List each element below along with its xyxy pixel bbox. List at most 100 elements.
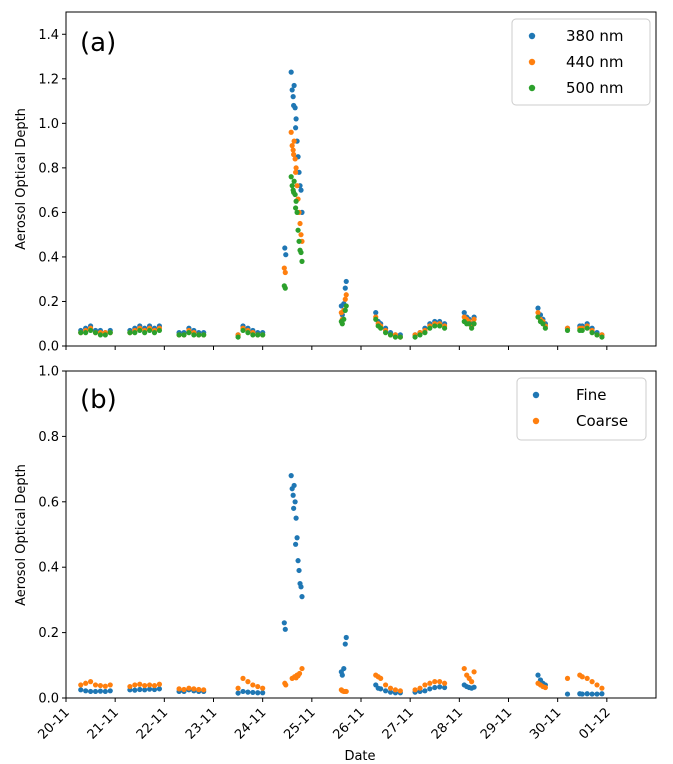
point-a-s1-38 bbox=[298, 232, 304, 238]
panel-b: 0.00.20.40.60.81.0 20-11 21-11 22-11 23-11 2… bbox=[14, 365, 657, 764]
point-a-s2-45 bbox=[343, 303, 349, 309]
point-a-s2-59 bbox=[437, 323, 443, 329]
point-a-s2-63 bbox=[466, 321, 472, 327]
point-b-s1-38 bbox=[343, 688, 349, 695]
point-b-s1-69 bbox=[599, 685, 605, 691]
point-a-s0-47 bbox=[373, 310, 379, 316]
point-b-s0-46 bbox=[339, 672, 345, 678]
point-b-s0-36 bbox=[296, 567, 302, 574]
point-a-s2-55 bbox=[417, 332, 423, 338]
point-a-s2-47 bbox=[373, 316, 379, 322]
point-a-s1-37 bbox=[297, 220, 303, 227]
point-a-s2-16 bbox=[186, 330, 192, 336]
point-a-s2-31 bbox=[291, 178, 297, 184]
point-a-s2-19 bbox=[201, 332, 207, 338]
point-b-s1-12 bbox=[151, 682, 158, 689]
point-a-s2-10 bbox=[142, 330, 148, 336]
point-b-s0-27 bbox=[282, 626, 288, 632]
legend-marker-380nm bbox=[528, 32, 536, 40]
point-b-s1-67 bbox=[589, 679, 595, 685]
y-tick-label-b-2: 0.4 bbox=[38, 561, 59, 576]
point-b-s1-13 bbox=[156, 681, 163, 687]
point-b-s1-47 bbox=[412, 687, 418, 693]
point-b-s0-32 bbox=[292, 499, 298, 505]
point-b-s1-43 bbox=[382, 682, 389, 688]
point-b-s0-23 bbox=[250, 689, 256, 696]
point-a-s1-40 bbox=[293, 169, 299, 175]
legend-label-coarse: Coarse bbox=[576, 412, 628, 430]
point-b-s1-10 bbox=[142, 682, 148, 689]
x-tick-label-5: 25-11 bbox=[281, 705, 318, 742]
point-a-s2-54 bbox=[412, 334, 418, 340]
y-axis-label-a: Aerosol Optical Depth bbox=[14, 108, 29, 250]
point-a-s1-44 bbox=[342, 296, 348, 302]
point-b-s1-32 bbox=[299, 665, 305, 672]
point-b-s0-39 bbox=[299, 594, 305, 600]
y-tick-label-b-1: 0.2 bbox=[38, 626, 59, 641]
point-b-s0-72 bbox=[579, 691, 585, 697]
point-b-s1-68 bbox=[594, 682, 600, 688]
panel-label-b: (b) bbox=[80, 385, 117, 415]
point-a-s2-40 bbox=[293, 205, 299, 211]
point-a-s0-28 bbox=[288, 69, 294, 75]
point-a-s2-69 bbox=[542, 325, 548, 331]
point-b-s1-6 bbox=[107, 682, 113, 688]
point-b-s0-1 bbox=[83, 688, 89, 694]
point-b-s0-26 bbox=[281, 620, 287, 626]
point-b-s0-38 bbox=[298, 584, 304, 590]
point-a-s2-41 bbox=[291, 189, 297, 195]
point-b-s1-63 bbox=[564, 675, 571, 681]
point-b-s0-11 bbox=[146, 686, 153, 692]
point-a-s2-5 bbox=[102, 332, 108, 338]
y-tick-label-a-2: 0.4 bbox=[38, 250, 59, 265]
point-b-s0-59 bbox=[437, 684, 443, 690]
point-a-s2-51 bbox=[387, 332, 394, 338]
points-a bbox=[78, 69, 605, 340]
x-tick-label-9: 29-11 bbox=[478, 705, 515, 742]
point-a-s2-18 bbox=[196, 332, 202, 338]
legend-label-fine: Fine bbox=[576, 386, 606, 404]
point-b-s0-44 bbox=[342, 641, 348, 647]
x-tick-label-2: 22-11 bbox=[134, 705, 171, 742]
point-a-s2-33 bbox=[293, 198, 299, 204]
point-b-s1-22 bbox=[245, 679, 251, 685]
panel-a: 0.0 0.2 0.4 0.6 0.8 1.0 1.2 1.4 (a) Aerosol Opt… bbox=[14, 11, 657, 355]
point-a-s2-6 bbox=[107, 330, 113, 336]
point-a-s2-35 bbox=[295, 227, 301, 233]
point-b-s1-46 bbox=[397, 688, 403, 694]
point-a-s0-61 bbox=[461, 310, 467, 316]
point-b-s0-41 bbox=[291, 505, 297, 511]
point-a-s0-40 bbox=[293, 125, 299, 131]
points-b bbox=[78, 473, 605, 697]
x-axis-label: Date bbox=[344, 749, 375, 764]
point-b-s0-22 bbox=[245, 689, 251, 695]
point-a-s2-49 bbox=[378, 325, 384, 331]
legend-b: Fine Coarse bbox=[516, 377, 647, 441]
legend-marker-440nm bbox=[528, 58, 536, 66]
y-tick-label-a-6: 1.2 bbox=[38, 72, 59, 87]
point-b-s1-19 bbox=[201, 687, 207, 693]
point-a-s1-33 bbox=[293, 165, 299, 171]
point-b-s1-1 bbox=[83, 680, 89, 686]
point-a-s1-30 bbox=[290, 147, 296, 153]
point-b-s0-20 bbox=[235, 690, 241, 696]
point-a-s2-38 bbox=[298, 249, 304, 256]
x-tick-label-6: 26-11 bbox=[331, 705, 368, 742]
point-a-s0-30 bbox=[290, 94, 296, 100]
point-b-s0-73 bbox=[584, 691, 590, 697]
point-b-s1-17 bbox=[191, 686, 197, 692]
point-b-s0-5 bbox=[102, 688, 108, 695]
point-a-s1-32 bbox=[292, 156, 298, 162]
point-b-s1-16 bbox=[186, 685, 192, 691]
point-b-s0-30 bbox=[290, 492, 296, 498]
y-ticks-b: 0.0 0.2 0.4 0.6 0.8 1.0 bbox=[38, 365, 66, 707]
point-b-s1-25 bbox=[260, 685, 266, 691]
y-tick-label-b-4: 0.8 bbox=[38, 430, 59, 445]
x-tick-label-3: 23-11 bbox=[183, 705, 220, 742]
point-b-s1-58 bbox=[469, 679, 475, 685]
point-a-s2-17 bbox=[191, 332, 197, 338]
point-a-s2-36 bbox=[296, 238, 302, 244]
point-b-s1-48 bbox=[417, 685, 423, 691]
point-a-s2-8 bbox=[132, 330, 138, 336]
point-a-s2-66 bbox=[535, 314, 541, 320]
